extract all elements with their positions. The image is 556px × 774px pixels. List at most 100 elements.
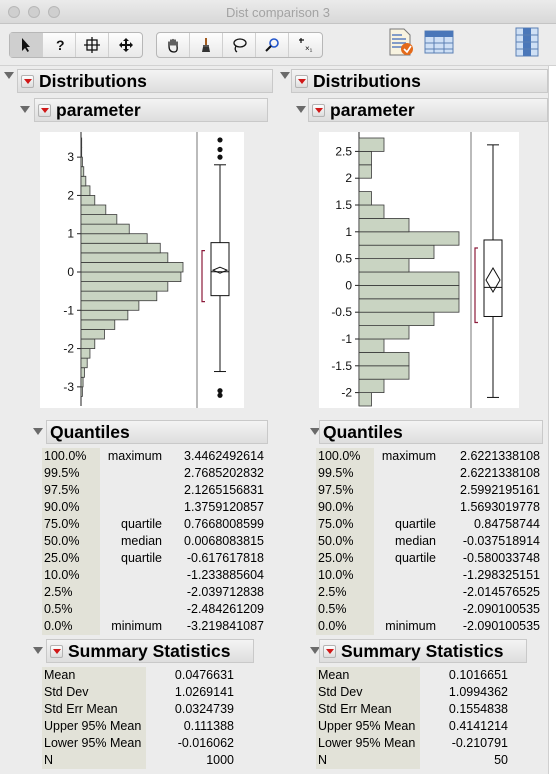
annotate-tool-button[interactable]: ×₁ <box>289 33 322 57</box>
brush-tool-button[interactable] <box>190 33 223 57</box>
disclosure-triangle-icon[interactable] <box>296 106 306 113</box>
histogram-bar <box>359 138 384 151</box>
shortest-half-bracket <box>202 251 205 302</box>
summary-stat-value: 0.1554838 <box>418 701 508 718</box>
histogram-bar <box>359 379 384 392</box>
summary-table: Mean 0.0476631 Std Dev 1.0269141 Std Err Mea… <box>42 667 238 771</box>
quantiles-title: Quantiles <box>323 422 403 443</box>
parameter-header: parameter <box>34 98 268 122</box>
quantile-row: 2.5% -2.014576525 <box>316 584 544 601</box>
disclosure-triangle-icon[interactable] <box>20 106 30 113</box>
svg-text:×₁: ×₁ <box>305 44 313 53</box>
magnifier-tool-button[interactable] <box>256 33 289 57</box>
quantile-percent: 10.0% <box>42 567 100 584</box>
report-layout-icon[interactable] <box>512 27 542 57</box>
quantile-value: -2.484261209 <box>160 601 264 618</box>
summary-stat-name: N <box>316 752 420 769</box>
summary-row: Upper 95% Mean 0.111388 <box>42 718 238 735</box>
distributions-disclosure[interactable] <box>280 72 290 79</box>
lasso-tool-button[interactable] <box>223 33 256 57</box>
histogram-bar <box>81 215 117 225</box>
histogram-bar <box>81 262 183 272</box>
disclosure-triangle-icon[interactable] <box>4 72 14 79</box>
quantiles-table: 100.0% maximum 3.4462492614 99.5% 2.76852028… <box>42 448 268 638</box>
distributions-disclosure[interactable] <box>4 72 14 79</box>
histogram-bar <box>81 349 90 359</box>
arrow-tool-button[interactable] <box>10 33 43 57</box>
quantile-value: -3.219841087 <box>160 618 264 635</box>
window-title: Dist comparison 3 <box>0 5 556 20</box>
parameter-disclosure[interactable] <box>20 106 30 113</box>
histogram-bar <box>359 312 434 325</box>
quantile-row: 99.5% 2.6221338108 <box>316 465 544 482</box>
data-table-icon[interactable] <box>424 27 454 57</box>
quantile-label <box>374 567 436 584</box>
red-triangle-menu-icon[interactable] <box>50 645 63 658</box>
quantile-label <box>100 482 162 499</box>
red-triangle-menu-icon[interactable] <box>323 645 336 658</box>
quantile-value: 3.4462492614 <box>160 448 264 465</box>
quantile-value: -2.039712838 <box>160 584 264 601</box>
quantile-label: quartile <box>100 516 162 533</box>
quantile-percent: 90.0% <box>316 499 374 516</box>
shortest-half-bracket <box>475 248 478 323</box>
summary-row: Upper 95% Mean 0.4141214 <box>316 718 512 735</box>
histogram-boxplot-chart: 3 2 1 0 -1 -2 -3 <box>40 132 244 408</box>
disclosure-triangle-icon[interactable] <box>33 428 43 435</box>
question-icon: ? <box>51 37 67 53</box>
red-triangle-menu-icon[interactable] <box>21 75 34 88</box>
histogram-bar <box>81 195 95 205</box>
move-tool-button[interactable] <box>109 33 142 57</box>
journal-icon[interactable] <box>386 27 416 57</box>
y-tick-label: -3 <box>63 380 74 394</box>
histogram-bar <box>359 285 459 298</box>
summary-title: Summary Statistics <box>68 641 230 662</box>
summary-row: Mean 0.0476631 <box>42 667 238 684</box>
quantiles-disclosure[interactable] <box>33 428 43 435</box>
crosshair-tool-button[interactable] <box>76 33 109 57</box>
histogram-bar <box>359 218 409 231</box>
quantile-label: minimum <box>374 618 436 635</box>
red-triangle-menu-icon[interactable] <box>38 104 51 117</box>
summary-stat-name: Lower 95% Mean <box>316 735 420 752</box>
hand-tool-button[interactable] <box>157 33 190 57</box>
red-triangle-menu-icon[interactable] <box>312 104 325 117</box>
histogram-bar <box>81 368 84 378</box>
parameter-disclosure[interactable] <box>296 106 306 113</box>
parameter-title: parameter <box>56 100 141 121</box>
summary-stat-value: 0.0324739 <box>144 701 234 718</box>
summary-row: Std Dev 1.0994362 <box>316 684 512 701</box>
histogram-bar <box>359 151 372 164</box>
report-right: Distributions parameter 2.5 2 1.5 1 0.5 0 -0.5… <box>277 66 549 774</box>
disclosure-triangle-icon[interactable] <box>280 72 290 79</box>
histogram-bar <box>81 320 115 330</box>
brush-icon <box>198 37 214 53</box>
quantile-percent: 99.5% <box>42 465 100 482</box>
summary-disclosure[interactable] <box>33 647 43 654</box>
disclosure-triangle-icon[interactable] <box>33 647 43 654</box>
title-bar: Dist comparison 3 <box>0 0 556 24</box>
quantile-label: quartile <box>100 550 162 567</box>
tool-group-interaction: ×₁ <box>156 32 323 58</box>
histogram-bar <box>81 224 129 234</box>
quantile-label <box>374 499 436 516</box>
y-tick-label: -1.5 <box>331 359 352 373</box>
quantile-row: 50.0% median 0.0068083815 <box>42 533 268 550</box>
summary-stat-name: Mean <box>316 667 420 684</box>
outlier-point <box>217 147 222 152</box>
quantile-row: 99.5% 2.7685202832 <box>42 465 268 482</box>
quantile-value: -2.090100535 <box>436 601 540 618</box>
quantile-row: 25.0% quartile -0.580033748 <box>316 550 544 567</box>
histogram-bar <box>81 310 128 320</box>
histogram-bar <box>81 167 84 177</box>
y-tick-label: 1 <box>345 225 352 239</box>
quantile-row: 90.0% 1.3759120857 <box>42 499 268 516</box>
summary-header: Summary Statistics <box>46 639 254 663</box>
quantile-value: 1.3759120857 <box>160 499 264 516</box>
quantile-value: 0.84758744 <box>436 516 540 533</box>
red-triangle-menu-icon[interactable] <box>295 75 308 88</box>
quantile-label <box>374 601 436 618</box>
annotate-icon: ×₁ <box>298 37 314 53</box>
help-tool-button[interactable]: ? <box>43 33 76 57</box>
summary-row: Lower 95% Mean -0.016062 <box>42 735 238 752</box>
